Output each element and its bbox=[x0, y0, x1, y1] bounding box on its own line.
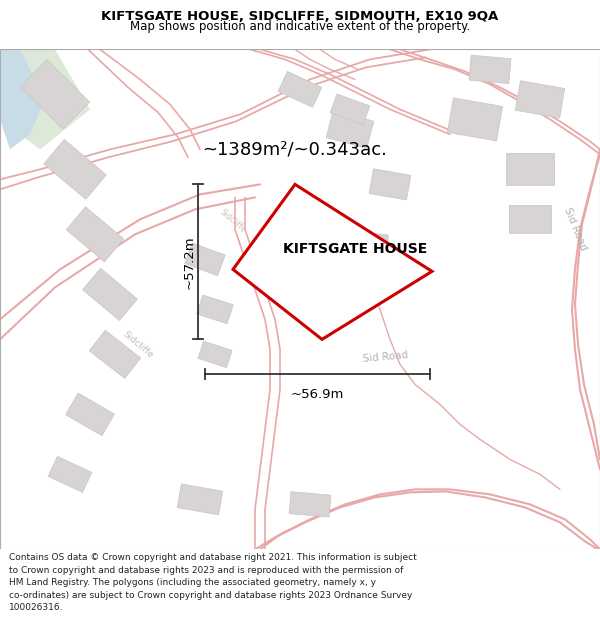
Polygon shape bbox=[89, 330, 141, 379]
Polygon shape bbox=[509, 206, 551, 233]
Text: ~57.2m: ~57.2m bbox=[182, 235, 196, 289]
Polygon shape bbox=[352, 232, 388, 257]
Polygon shape bbox=[177, 484, 223, 515]
Polygon shape bbox=[0, 49, 90, 149]
Polygon shape bbox=[233, 184, 432, 339]
Text: Map shows position and indicative extent of the property.: Map shows position and indicative extent… bbox=[130, 20, 470, 33]
Polygon shape bbox=[198, 341, 232, 367]
Polygon shape bbox=[66, 207, 124, 262]
Text: Sid Road: Sid Road bbox=[562, 206, 588, 252]
Polygon shape bbox=[44, 139, 106, 199]
Polygon shape bbox=[20, 60, 89, 129]
Polygon shape bbox=[469, 55, 511, 84]
Polygon shape bbox=[65, 393, 115, 436]
Polygon shape bbox=[0, 49, 45, 149]
Text: Sidcliffe: Sidcliffe bbox=[218, 208, 248, 234]
Polygon shape bbox=[278, 71, 322, 107]
Polygon shape bbox=[48, 456, 92, 493]
Text: KIFTSGATE HOUSE, SIDCLIFFE, SIDMOUTH, EX10 9QA: KIFTSGATE HOUSE, SIDCLIFFE, SIDMOUTH, EX… bbox=[101, 11, 499, 24]
Polygon shape bbox=[185, 243, 225, 276]
Polygon shape bbox=[83, 268, 137, 321]
Polygon shape bbox=[369, 169, 411, 200]
Text: ~56.9m: ~56.9m bbox=[291, 388, 344, 401]
Polygon shape bbox=[197, 295, 233, 324]
Text: ~1389m²/~0.343ac.: ~1389m²/~0.343ac. bbox=[203, 141, 388, 158]
Polygon shape bbox=[448, 98, 503, 141]
Text: Sidcliffe: Sidcliffe bbox=[121, 329, 155, 359]
Polygon shape bbox=[506, 153, 554, 186]
Polygon shape bbox=[289, 492, 331, 517]
Text: Contains OS data © Crown copyright and database right 2021. This information is : Contains OS data © Crown copyright and d… bbox=[9, 554, 417, 612]
Polygon shape bbox=[515, 81, 565, 118]
Polygon shape bbox=[326, 111, 374, 148]
Polygon shape bbox=[330, 94, 370, 125]
Text: KIFTSGATE HOUSE: KIFTSGATE HOUSE bbox=[283, 242, 427, 256]
Text: Sid Road: Sid Road bbox=[362, 351, 408, 364]
